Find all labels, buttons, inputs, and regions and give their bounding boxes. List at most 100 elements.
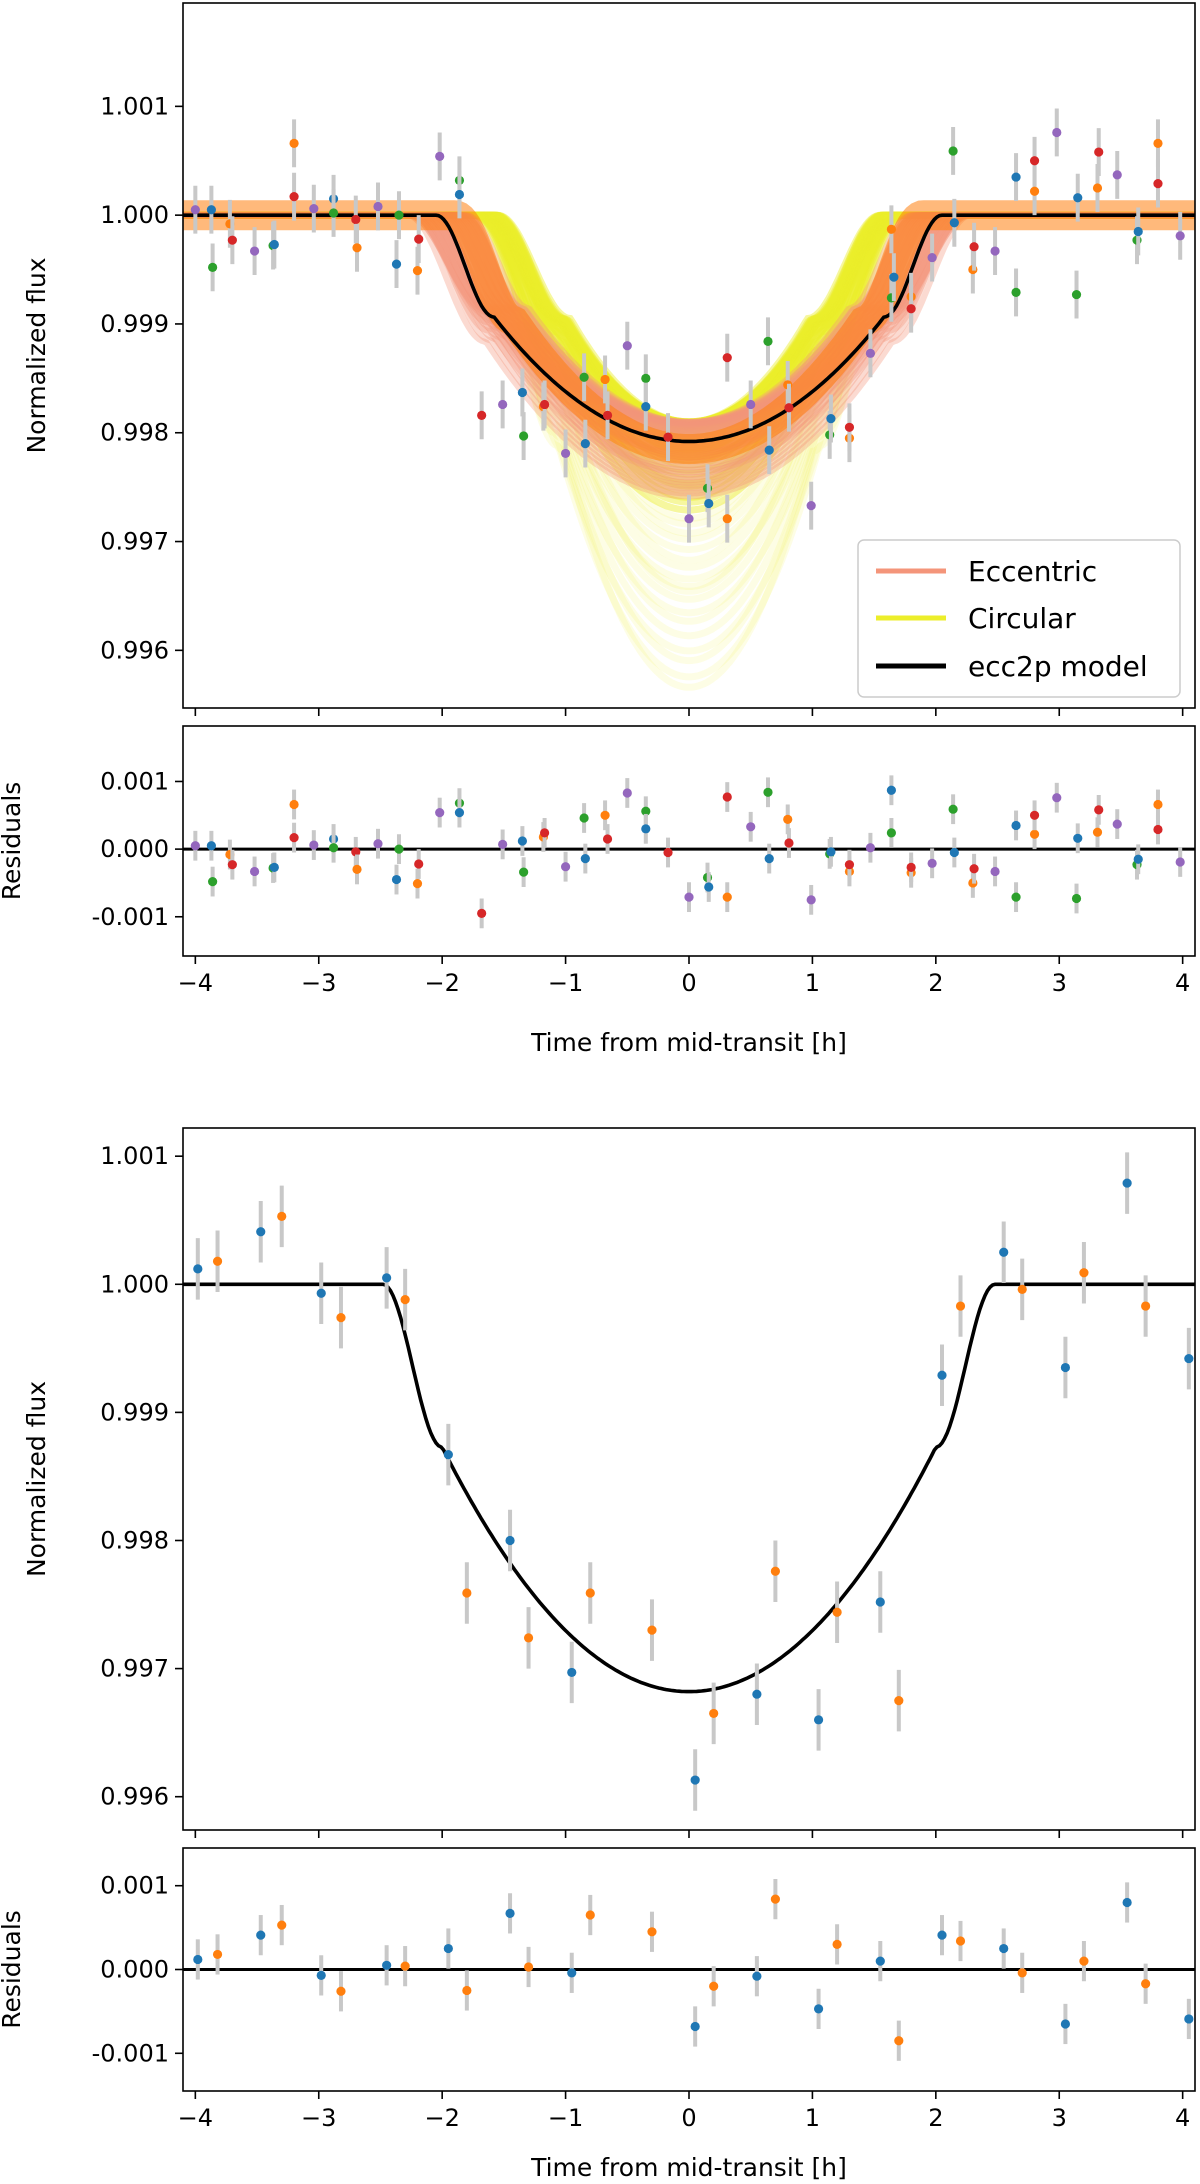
y-axis-label: Residuals xyxy=(0,1910,26,2029)
flux-point xyxy=(949,218,959,228)
flux-point xyxy=(889,272,899,282)
residual-point xyxy=(435,807,445,818)
residual-point xyxy=(937,1930,947,1940)
top-residuals-panel xyxy=(183,775,1195,929)
top-flux-panel xyxy=(183,108,1195,691)
eccentric-model-sample xyxy=(183,212,1195,431)
top-xlabel: Time from mid-transit [h] xyxy=(530,1028,847,1057)
residual-point xyxy=(709,1981,719,1991)
residual-point xyxy=(764,853,774,864)
eccentric-model-sample xyxy=(183,212,1195,428)
eccentric-model-sample xyxy=(183,212,1195,425)
flux-point xyxy=(391,259,402,269)
y-tick-label: 0.001 xyxy=(100,1872,169,1900)
flux-point xyxy=(1073,193,1083,203)
residual-point xyxy=(763,787,773,797)
flux-point xyxy=(969,242,979,252)
residual-point xyxy=(1153,799,1163,810)
flux-point xyxy=(212,1256,223,1266)
residual-point xyxy=(1094,805,1104,815)
flux-point xyxy=(1141,1301,1151,1311)
flux-point xyxy=(763,336,773,346)
flux-point xyxy=(249,246,260,256)
y-tick-label: 0.996 xyxy=(100,636,169,664)
residual-point xyxy=(826,847,836,857)
eccentric-model-sample xyxy=(183,212,1195,452)
flux-point xyxy=(999,1247,1009,1257)
flux-point xyxy=(894,1696,904,1706)
residual-point xyxy=(1071,893,1082,904)
legend: Eccentric Circular ecc2p model xyxy=(857,539,1181,698)
x-tick-label: 0 xyxy=(681,969,696,997)
flux-point xyxy=(1052,127,1062,138)
bottom-flux-data-points xyxy=(193,1152,1194,1811)
residual-point xyxy=(412,879,423,889)
x-tick-label: −3 xyxy=(301,969,336,997)
flux-point xyxy=(316,1288,326,1298)
residual-point xyxy=(906,862,916,872)
flux-point xyxy=(1079,1268,1089,1278)
residual-point xyxy=(641,824,651,834)
residual-point xyxy=(227,860,237,870)
residual-point xyxy=(752,1971,762,1981)
x-tick-label: 1 xyxy=(805,969,820,997)
x-tick-label: −1 xyxy=(548,969,583,997)
flux-point xyxy=(1153,138,1163,148)
flux-point xyxy=(684,514,694,524)
x-tick-label: 1 xyxy=(805,2104,820,2132)
flux-point xyxy=(435,151,445,162)
posterior-core-band xyxy=(183,200,1195,465)
residual-point xyxy=(309,840,319,850)
residual-point xyxy=(505,1908,515,1918)
eccentric-model-sample xyxy=(183,212,1195,426)
residual-point xyxy=(443,1943,453,1954)
y-axis-label: Residuals xyxy=(0,782,26,901)
flux-point xyxy=(990,246,1000,256)
y-tick-label: 0.997 xyxy=(100,1655,169,1683)
circular-model-sample xyxy=(183,211,1195,426)
flux-point xyxy=(937,1370,947,1380)
residual-point xyxy=(498,839,508,849)
y-axis-label: Normalized flux xyxy=(22,257,51,453)
residual-point xyxy=(927,858,937,868)
top-flux-data-points xyxy=(190,108,1185,543)
residual-point xyxy=(394,844,404,854)
circular-model-sample xyxy=(183,211,1195,455)
circular-model-sample xyxy=(183,211,1195,428)
y-tick-label: 0.999 xyxy=(100,1398,169,1426)
eccentric-model-sample xyxy=(183,212,1195,427)
flux-point xyxy=(289,138,299,148)
circular-model-sample xyxy=(183,211,1195,430)
bottom-residuals-axes: −4 −3 −2 −1 0 1 2 3 4 -0.001 0.000 0.001 Residuals xyxy=(0,1847,1196,2132)
residual-point xyxy=(813,2004,824,2014)
flux-point xyxy=(875,1597,885,1607)
residual-point xyxy=(886,785,897,795)
circular-model-sample xyxy=(183,211,1195,429)
residual-point xyxy=(391,874,402,885)
flux-point xyxy=(1092,183,1103,193)
flux-point xyxy=(336,1312,346,1323)
residual-point xyxy=(948,804,958,814)
residual-point xyxy=(784,838,794,848)
residual-point xyxy=(277,1920,287,1930)
residual-point xyxy=(462,1985,472,1996)
flux-point xyxy=(289,192,299,202)
flux-point xyxy=(663,432,673,442)
flux-point xyxy=(477,410,487,420)
residual-point xyxy=(289,799,299,810)
residual-point xyxy=(1011,820,1021,831)
residual-point xyxy=(352,864,362,875)
x-tick-label: 4 xyxy=(1175,2104,1190,2132)
flux-point xyxy=(690,1775,700,1785)
bottom-xlabel: Time from mid-transit [h] xyxy=(530,2153,847,2182)
residual-point xyxy=(336,1986,346,1996)
residual-point xyxy=(1029,829,1040,839)
y-tick-label: 0.999 xyxy=(100,310,169,338)
residual-point xyxy=(579,813,589,823)
circular-model-sample xyxy=(183,211,1195,431)
flux-point xyxy=(806,501,816,511)
legend-eccentric-label: Eccentric xyxy=(968,555,1097,588)
flux-point xyxy=(709,1708,719,1719)
flux-point xyxy=(443,1450,453,1460)
flux-point xyxy=(752,1689,762,1699)
